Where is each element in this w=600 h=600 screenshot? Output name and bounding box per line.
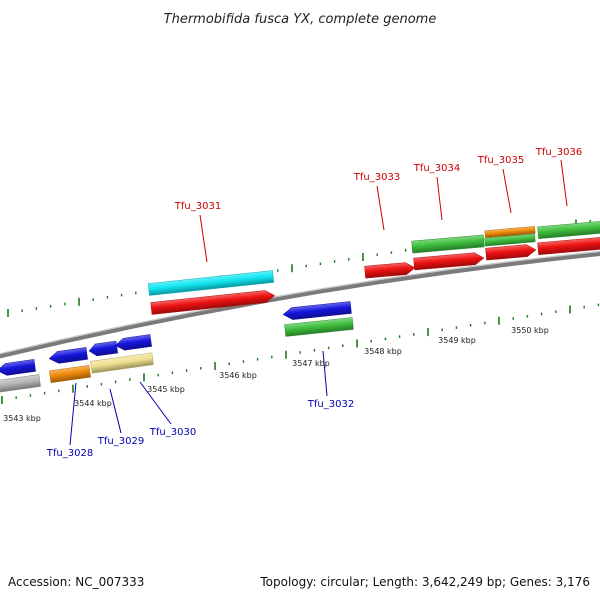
genome-summary-text: Topology: circular; Length: 3,642,249 bp… — [259, 575, 590, 589]
feature-tfu-3036-green-bar[interactable] — [537, 220, 600, 240]
feature-cyan-bar[interactable] — [147, 270, 275, 296]
feature-tfu-3035-orange-bar[interactable] — [484, 226, 536, 238]
tfu-3029-label[interactable]: Tfu_3029 — [97, 436, 144, 447]
tfu-3036-label[interactable]: Tfu_3036 — [535, 147, 582, 158]
genome-backbone — [0, 250, 600, 359]
tfu-3030-label[interactable]: Tfu_3030 — [149, 427, 196, 438]
tfu-3033-label[interactable]: Tfu_3033 — [353, 172, 400, 183]
tfu-3034-leader-line — [436, 176, 443, 221]
tfu-3029-leader-line — [109, 388, 122, 434]
feature-tfu-3035-arrow[interactable] — [485, 244, 537, 261]
feature-tfu-3028-blue-arrow[interactable] — [48, 347, 88, 364]
feature-tfu-3033-arrow[interactable] — [364, 262, 416, 279]
feature-tfu-3032-green-bar[interactable] — [284, 317, 354, 337]
tfu-3032-leader-line — [322, 350, 328, 397]
backbone-line — [0, 251, 600, 359]
feature-tfu-3034-green-bar[interactable] — [411, 234, 485, 254]
map-title: Thermobifida fusca YX, complete genome — [164, 12, 437, 27]
feature-tfu-3035-green-bar[interactable] — [484, 233, 536, 247]
feature-tfu-3031-arrow[interactable] — [150, 290, 276, 315]
tfu-3031-leader-line — [199, 214, 208, 263]
feature-tfu-3030-blue-arrow[interactable] — [114, 334, 152, 352]
feature-tfu-3029-3030-bar[interactable] — [90, 352, 154, 374]
tfu-3031-label[interactable]: Tfu_3031 — [174, 201, 221, 212]
tfu-3028-label[interactable]: Tfu_3028 — [46, 448, 93, 459]
tfu-3035-label[interactable]: Tfu_3035 — [477, 155, 524, 166]
feature-tfu-3028-arrow[interactable] — [49, 364, 91, 384]
feature-blue-left-edge[interactable] — [0, 359, 36, 376]
gene-labels: Tfu_3028 Tfu_3029 Tfu_3030 Tfu_3031 Tfu_3032… — [46, 147, 582, 459]
scale-label: 3547 kbp — [292, 359, 330, 368]
gene-features — [0, 220, 600, 394]
tfu-3028-leader-line — [69, 382, 77, 446]
tfu-3030-leader-line — [139, 381, 172, 425]
feature-tfu-3032-arrow[interactable] — [282, 301, 352, 320]
tfu-3032-label[interactable]: Tfu_3032 — [307, 399, 354, 410]
scale-label: 3549 kbp — [438, 336, 476, 345]
tfu-3034-label[interactable]: Tfu_3034 — [413, 163, 460, 174]
tfu-3033-leader-line — [376, 185, 385, 231]
scale-label: 3544 kbp — [74, 399, 112, 408]
feature-tfu-3034-arrow[interactable] — [413, 252, 485, 271]
backbone-highlight — [0, 250, 600, 355]
accession-text: Accession: NC_007333 — [8, 575, 144, 589]
feature-tfu-3036-arrow[interactable] — [537, 236, 600, 256]
feature-gray-bar[interactable] — [0, 374, 41, 394]
scale-label: 3545 kbp — [147, 385, 185, 394]
tfu-3035-leader-line — [502, 168, 512, 214]
scale-label: 3546 kbp — [219, 371, 257, 380]
scale-label: 3543 kbp — [3, 414, 41, 423]
scale-label: 3548 kbp — [364, 347, 402, 356]
feature-tfu-3029-blue-arrow[interactable] — [88, 340, 118, 357]
tfu-3036-leader-line — [560, 159, 568, 207]
scale-label: 3550 kbp — [511, 326, 549, 335]
scale-labels: 3543 kbp 3544 kbp 3545 kbp 3546 kbp 3547 kbp… — [3, 326, 549, 423]
